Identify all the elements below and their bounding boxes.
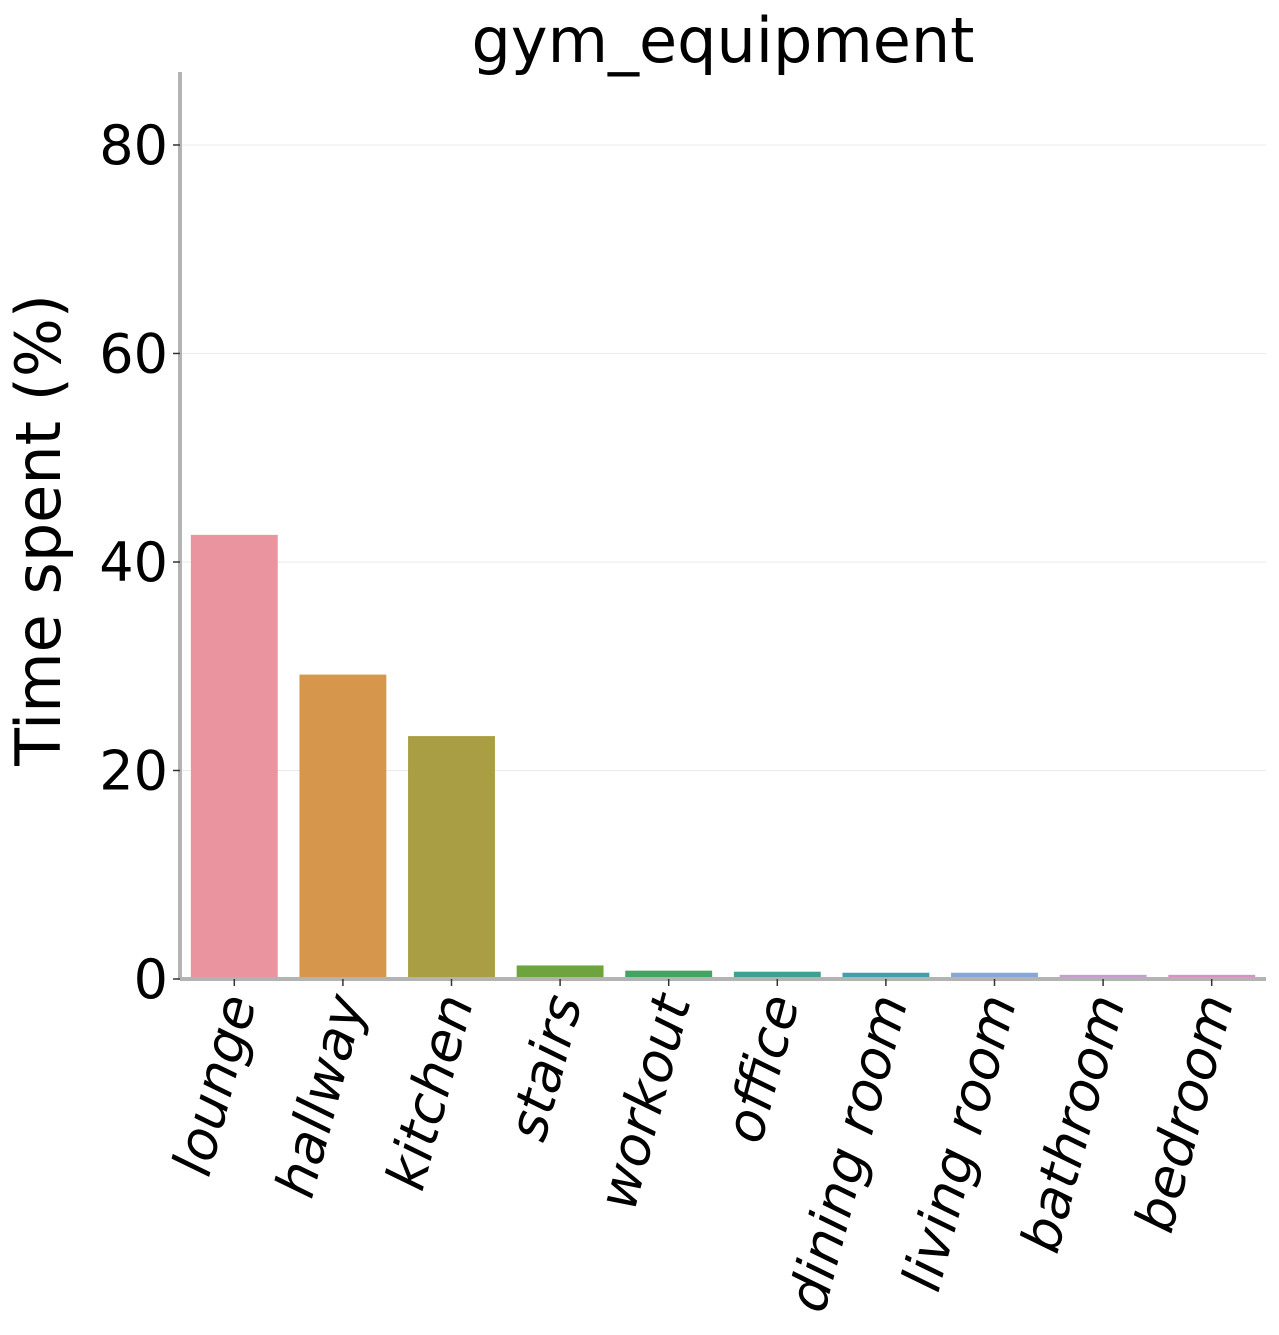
bar-workout [625, 970, 713, 979]
x-tick-label: hallway [263, 987, 378, 1204]
bar-bedroom [1168, 974, 1256, 979]
chart-title: gym_equipment [472, 4, 975, 77]
x-tick-label: bedroom [1123, 988, 1247, 1239]
bar-office [733, 971, 821, 979]
bars [190, 534, 1256, 979]
axes [178, 72, 1266, 981]
y-tick-label: 60 [99, 322, 168, 385]
y-tick-label: 20 [99, 739, 168, 802]
y-axis-label: Time spent (%) [2, 294, 75, 767]
x-tick-label: kitchen [374, 988, 486, 1196]
bar-dining-room [842, 972, 930, 979]
y-tick-label: 0 [134, 948, 168, 1011]
y-ticks: 0 20 40 60 80 [99, 114, 180, 1011]
x-tick-label: stairs [496, 988, 595, 1147]
x-tick-label: lounge [160, 988, 268, 1182]
bar-lounge [190, 534, 278, 979]
bar-kitchen [408, 736, 495, 979]
bar-living-room [951, 972, 1038, 979]
x-tick-label: office [712, 988, 812, 1149]
bar-hallway [299, 674, 387, 979]
x-tick-label: bathroom [1009, 988, 1138, 1259]
gridlines [180, 144, 1266, 771]
bar-stairs [516, 965, 604, 979]
x-tick-label: workout [586, 986, 704, 1216]
bar-bathroom [1059, 974, 1147, 979]
y-tick-label: 40 [99, 531, 168, 594]
y-tick-label: 80 [99, 114, 168, 177]
